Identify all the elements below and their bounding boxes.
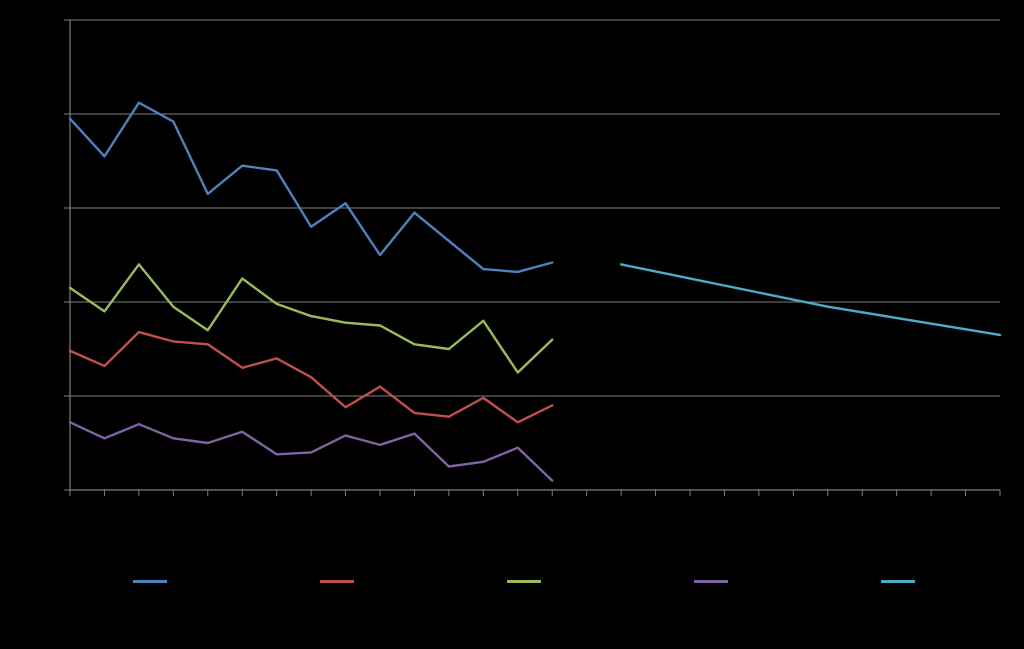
- legend-swatch: [881, 580, 915, 583]
- legend-item: [694, 580, 734, 583]
- series-line-series-1: [70, 103, 552, 272]
- chart-svg: [0, 0, 1024, 649]
- legend-swatch: [133, 580, 167, 583]
- series-line-series-5: [621, 264, 1000, 335]
- legend-swatch: [694, 580, 728, 583]
- legend: [60, 580, 994, 583]
- series-line-series-4: [70, 422, 552, 480]
- legend-item: [320, 580, 360, 583]
- legend-item: [507, 580, 547, 583]
- line-chart: [0, 0, 1024, 649]
- series-line-series-2: [70, 332, 552, 422]
- series-line-series-3: [70, 264, 552, 372]
- legend-swatch: [507, 580, 541, 583]
- legend-item: [881, 580, 921, 583]
- legend-swatch: [320, 580, 354, 583]
- legend-item: [133, 580, 173, 583]
